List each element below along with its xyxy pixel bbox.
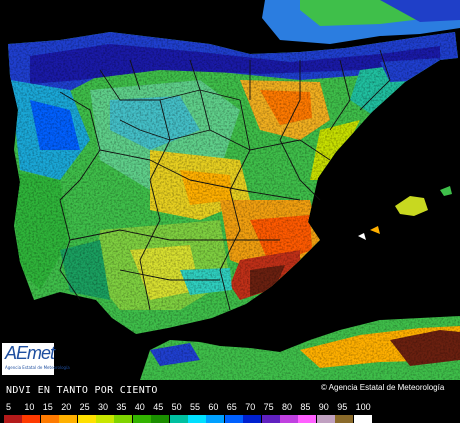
ndvi-color-scale: 5 10 15 20 25 30 35 40 45 50 55 60 65 70 75 80 85 90 95 100 — [4, 398, 380, 423]
legend-label: 5 — [6, 402, 12, 412]
legend-label: 25 — [79, 402, 90, 412]
legend-label: 70 — [245, 402, 256, 412]
legend-swatch — [77, 415, 96, 423]
legend-label: 45 — [153, 402, 164, 412]
legend-label: 75 — [263, 402, 274, 412]
legend-label: 85 — [300, 402, 311, 412]
ndvi-map — [8, 0, 460, 380]
aemet-logo: AEmet Agencia Estatal de Meteorología — [2, 343, 70, 375]
legend-label: 40 — [134, 402, 145, 412]
legend-label: 10 — [24, 402, 35, 412]
map-title: NDVI EN TANTO POR CIENTO — [6, 385, 158, 396]
legend-swatch — [59, 415, 78, 423]
logo-subtitle: Agencia Estatal de Meteorología — [5, 365, 70, 370]
legend-label: 90 — [318, 402, 329, 412]
legend-swatch — [96, 415, 114, 423]
logo-wordmark: AEmet — [5, 343, 55, 363]
legend-label: 50 — [171, 402, 182, 412]
legend-swatch — [132, 415, 151, 423]
legend-swatch — [4, 415, 22, 423]
legend-label: 55 — [190, 402, 201, 412]
legend-swatch — [206, 415, 225, 423]
legend-swatch — [188, 415, 206, 423]
legend-swatch — [243, 415, 262, 423]
legend-swatch — [40, 415, 59, 423]
legend-label: 30 — [98, 402, 109, 412]
legend-label: 80 — [282, 402, 293, 412]
province-borders — [59, 49, 391, 311]
legend-label: 15 — [42, 402, 53, 412]
legend-label: 20 — [61, 402, 72, 412]
legend-swatch — [151, 415, 170, 423]
copyright-credit: © Agencia Estatal de Meteorología — [321, 383, 445, 392]
legend-swatch — [280, 415, 298, 423]
legend-swatch — [169, 415, 188, 423]
legend-swatch — [261, 415, 280, 423]
legend-label: 65 — [226, 402, 237, 412]
legend-swatch — [22, 415, 41, 423]
legend-label: 95 — [337, 402, 348, 412]
legend-label: 100 — [355, 402, 371, 412]
legend-swatch — [335, 415, 354, 423]
legend-swatch — [353, 415, 372, 423]
legend-swatch — [224, 415, 243, 423]
balearic-islands — [395, 196, 428, 216]
legend-swatch — [298, 415, 317, 423]
legend-swatch — [316, 415, 335, 423]
legend-swatch — [114, 415, 133, 423]
legend-label: 35 — [116, 402, 127, 412]
legend-label: 60 — [208, 402, 219, 412]
